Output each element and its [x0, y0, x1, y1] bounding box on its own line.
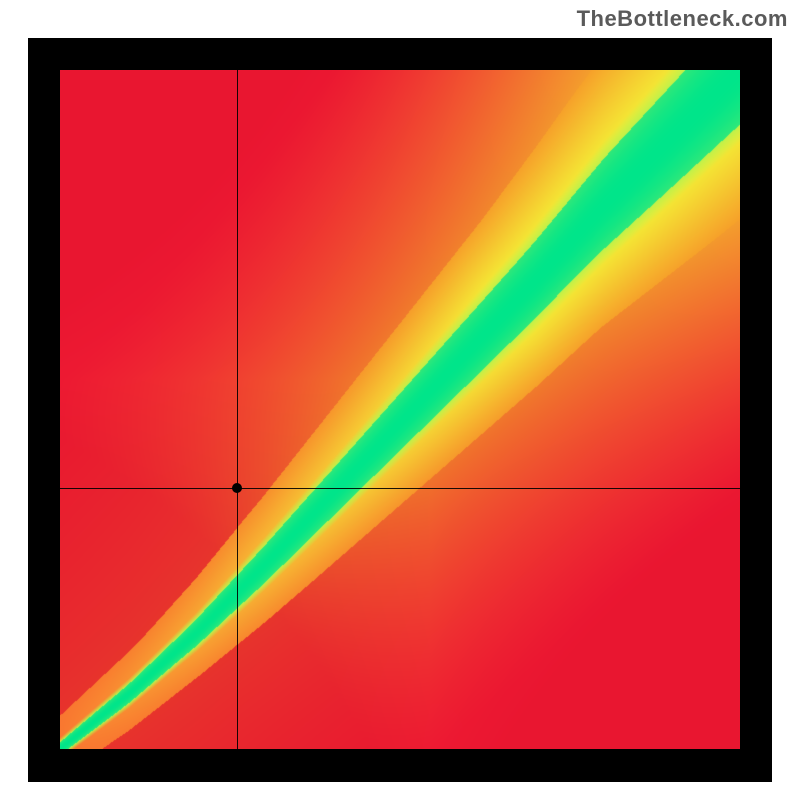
plot-area [60, 70, 740, 749]
chart-container: TheBottleneck.com [0, 0, 800, 800]
data-point-marker [232, 483, 242, 493]
heatmap-canvas [60, 70, 740, 749]
watermark-text: TheBottleneck.com [577, 6, 788, 32]
black-frame [28, 38, 772, 782]
crosshair-vertical [237, 70, 238, 749]
crosshair-horizontal [60, 488, 740, 489]
